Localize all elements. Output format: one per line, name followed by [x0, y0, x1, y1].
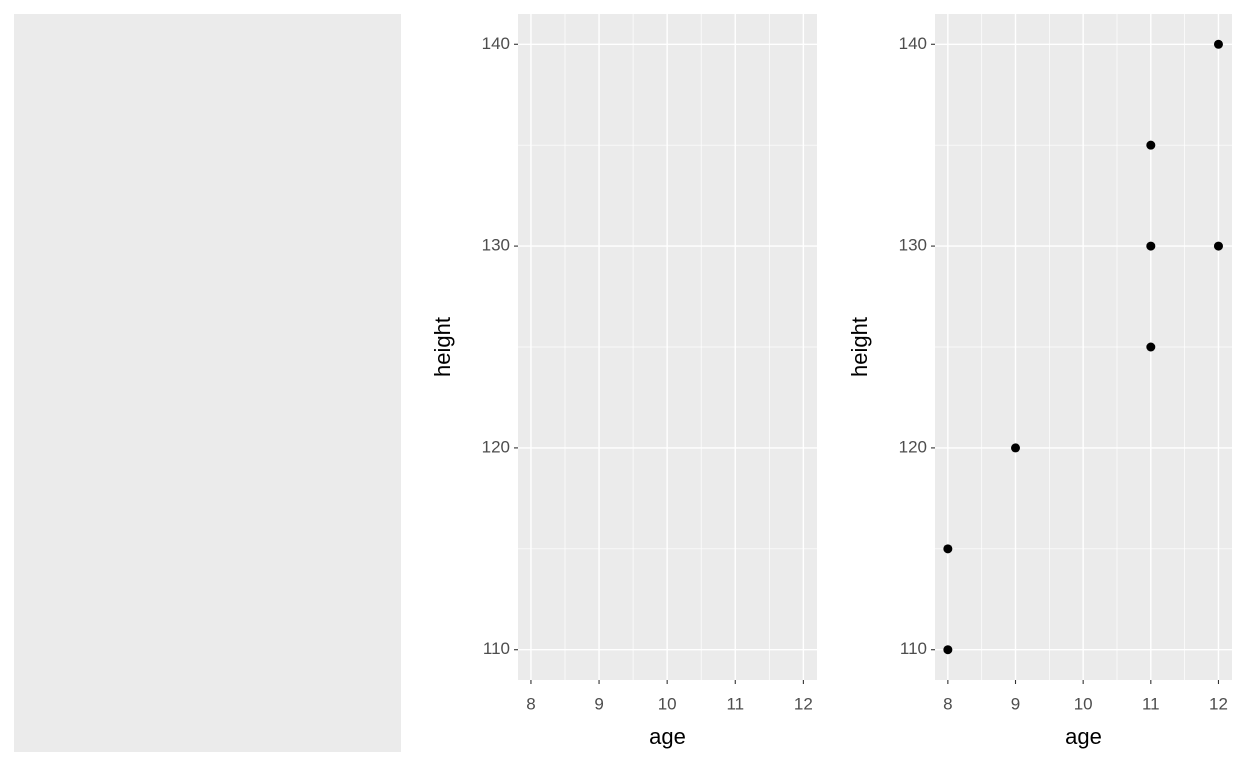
y-tick-label: 140	[482, 34, 510, 53]
point	[1146, 342, 1156, 352]
y-axis-title: height	[847, 317, 872, 377]
x-tick-label: 9	[594, 694, 603, 713]
point	[943, 645, 953, 655]
point	[943, 544, 953, 554]
x-tick-label: 8	[526, 694, 535, 713]
y-tick-label: 130	[482, 236, 510, 255]
y-axis-title: height	[430, 317, 455, 377]
y-tick-label: 120	[899, 437, 927, 456]
y-tick-label: 120	[482, 437, 510, 456]
y-tick-label: 110	[483, 639, 510, 658]
x-tick-label: 9	[1011, 694, 1020, 713]
point	[1011, 443, 1021, 453]
x-tick-label: 8	[943, 694, 952, 713]
point	[1213, 39, 1223, 49]
point	[1213, 241, 1223, 251]
x-tick-label: 11	[726, 694, 744, 713]
x-tick-label: 12	[1209, 694, 1228, 713]
x-tick-label: 12	[794, 694, 813, 713]
point	[1146, 140, 1156, 150]
x-tick-label: 10	[658, 694, 677, 713]
y-tick-label: 130	[899, 236, 927, 255]
y-tick-label: 110	[900, 639, 927, 658]
panel-background	[14, 14, 401, 752]
x-tick-label: 10	[1074, 694, 1093, 713]
point	[1146, 241, 1156, 251]
y-tick-label: 140	[899, 34, 927, 53]
x-axis-title: age	[649, 724, 686, 749]
x-tick-label: 11	[1142, 694, 1160, 713]
x-axis-title: age	[1065, 724, 1102, 749]
